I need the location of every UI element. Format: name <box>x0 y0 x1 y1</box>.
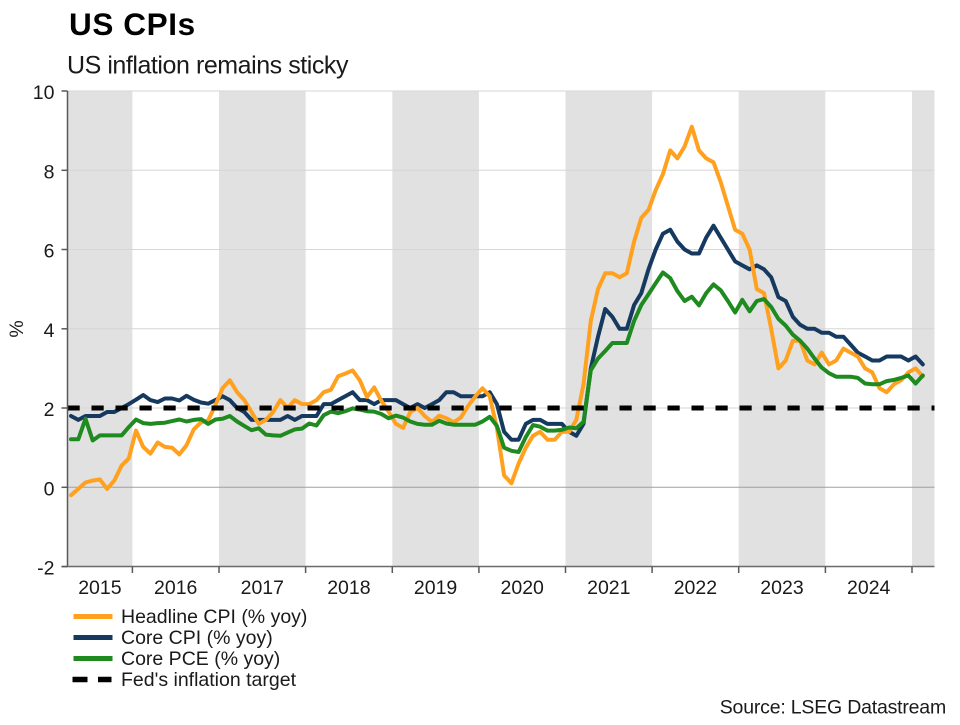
svg-text:2020: 2020 <box>501 577 545 599</box>
svg-text:2016: 2016 <box>154 577 197 599</box>
svg-text:Core CPI (% yoy): Core CPI (% yoy) <box>121 627 273 649</box>
svg-text:2017: 2017 <box>241 577 284 599</box>
svg-text:10: 10 <box>33 82 55 104</box>
svg-text:2: 2 <box>44 399 55 421</box>
svg-text:2021: 2021 <box>587 577 630 599</box>
svg-text:2018: 2018 <box>327 577 370 599</box>
svg-text:US inflation remains sticky: US inflation remains sticky <box>67 52 349 80</box>
svg-text:Fed's inflation target: Fed's inflation target <box>121 669 297 691</box>
svg-text:%: % <box>6 320 28 337</box>
svg-text:8: 8 <box>44 161 55 183</box>
svg-text:6: 6 <box>44 241 55 263</box>
svg-text:0: 0 <box>44 478 55 500</box>
svg-text:4: 4 <box>44 320 55 342</box>
svg-text:Source: LSEG Datastream: Source: LSEG Datastream <box>720 697 946 719</box>
svg-text:US CPIs: US CPIs <box>69 6 196 42</box>
svg-text:-2: -2 <box>37 558 54 580</box>
svg-text:Core PCE (% yoy): Core PCE (% yoy) <box>121 648 280 670</box>
svg-text:2015: 2015 <box>78 577 122 599</box>
svg-text:2022: 2022 <box>674 577 717 599</box>
svg-text:Headline CPI (% yoy): Headline CPI (% yoy) <box>121 606 307 628</box>
svg-text:2023: 2023 <box>760 577 803 599</box>
svg-text:2024: 2024 <box>847 577 891 599</box>
svg-text:2019: 2019 <box>414 577 457 599</box>
